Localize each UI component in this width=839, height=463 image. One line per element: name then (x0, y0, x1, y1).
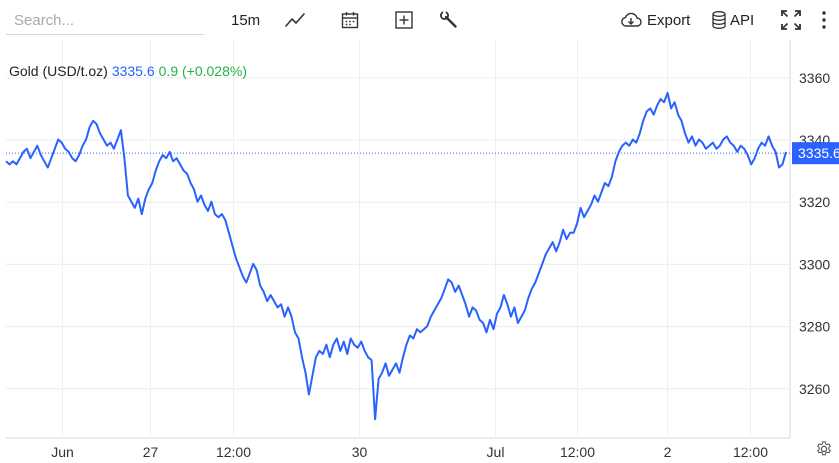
y-tick-label: 3360 (799, 70, 830, 86)
add-indicator-button[interactable] (394, 8, 414, 32)
plus-square-icon (395, 11, 413, 29)
gear-icon (817, 441, 831, 456)
interval-button[interactable]: 15m (231, 8, 260, 32)
fullscreen-button[interactable] (780, 8, 802, 32)
y-tick-label: 3320 (799, 194, 830, 210)
api-label: API (730, 11, 755, 29)
date-range-button[interactable] (340, 8, 360, 32)
legend-price: 3335.6 (111, 63, 155, 79)
calendar-icon (341, 12, 359, 29)
more-vertical-icon (822, 11, 826, 29)
database-icon (712, 11, 726, 29)
chart-settings-button[interactable] (815, 440, 833, 458)
toolbar: 15m (0, 0, 839, 40)
x-tick-label: Jul (487, 444, 505, 460)
y-tick-label: 3280 (799, 319, 830, 335)
last-price-label: 3335.6 (798, 145, 839, 161)
chart-type-button[interactable] (284, 8, 306, 32)
export-button[interactable]: Export (619, 8, 690, 32)
cloud-download-icon (621, 12, 642, 27)
y-tick-label: 3300 (799, 256, 830, 272)
x-tick-label: 12:00 (733, 444, 768, 460)
fullscreen-icon (781, 10, 801, 30)
interval-label: 15m (231, 11, 261, 29)
export-label: Export (647, 11, 691, 29)
x-tick-label: Jun (51, 444, 74, 460)
x-tick-label: 12:00 (560, 444, 595, 460)
legend-change: 0.9 (+0.028%) (158, 63, 247, 79)
x-tick-label: 30 (352, 444, 368, 460)
x-tick-label: 12:00 (216, 444, 251, 460)
y-tick-label: 3260 (799, 381, 830, 397)
chart-legend: Gold (USD/t.oz) 3335.6 0.9 (+0.028%) (9, 63, 247, 79)
line-chart-icon (285, 13, 305, 27)
price-series-line (5, 91, 787, 421)
search-input[interactable] (6, 7, 204, 35)
legend-symbol: Gold (USD/t.oz) (9, 63, 108, 79)
more-menu-button[interactable] (820, 8, 828, 32)
wrench-icon (440, 10, 457, 28)
last-price-box (792, 142, 839, 165)
tools-button[interactable] (439, 8, 459, 32)
api-button[interactable]: API (711, 8, 754, 32)
x-tick-label: 27 (143, 444, 159, 460)
chart-area[interactable]: 3260 3280 3300 3320 3340 3360 Jun 27 12:00 30 Jul 1… (0, 40, 839, 462)
x-tick-label: 2 (664, 444, 672, 460)
